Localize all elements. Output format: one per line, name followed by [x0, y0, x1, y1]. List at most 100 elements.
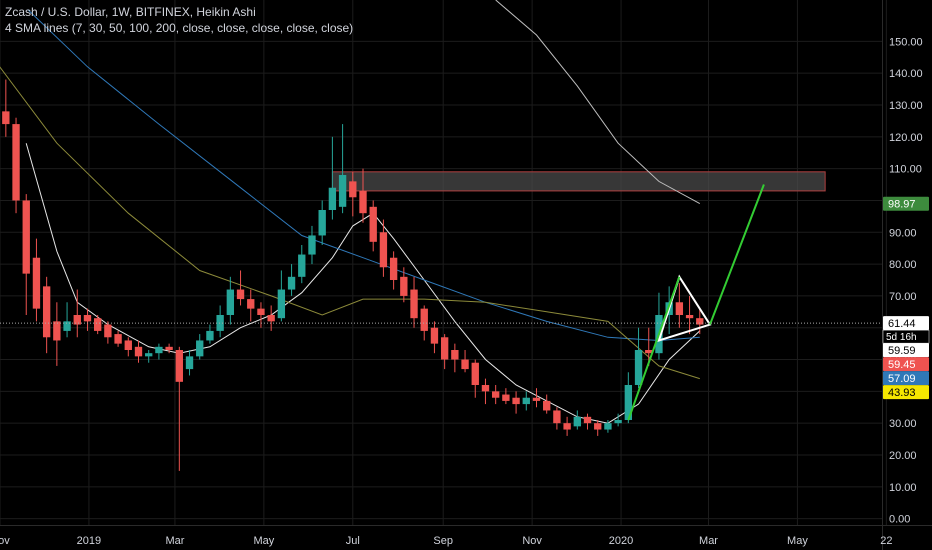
candle-body	[349, 181, 357, 198]
candle-body	[522, 397, 530, 405]
candle-body	[134, 346, 143, 357]
candle-body	[124, 340, 132, 350]
candle	[543, 394, 551, 414]
candle-body	[63, 321, 71, 331]
candle	[114, 330, 122, 347]
candle	[420, 305, 428, 341]
candle-body	[155, 346, 163, 354]
candle	[22, 194, 30, 315]
projection-line	[709, 184, 765, 325]
triangle-pattern	[657, 274, 712, 342]
candle	[328, 136, 337, 220]
price-label: 57.09	[883, 371, 929, 386]
x-tick-label: Nov	[522, 535, 542, 547]
candle-body	[481, 385, 490, 392]
candle	[553, 407, 561, 430]
candle-body	[114, 334, 122, 344]
x-tick-label: Sep	[433, 535, 453, 547]
candle-body	[308, 235, 316, 255]
price-label-text: 59.59	[888, 345, 916, 357]
x-tick-label: 22	[880, 535, 892, 547]
y-tick-label: 80.00	[889, 259, 917, 271]
candle	[12, 117, 20, 214]
candle-body	[624, 385, 633, 420]
candle-body	[165, 346, 173, 350]
candle-body	[32, 257, 41, 309]
candle	[502, 388, 510, 405]
candle-body	[440, 337, 449, 360]
candle	[206, 324, 214, 344]
impulse-line	[627, 276, 681, 421]
sma100-line	[495, 0, 701, 205]
candle	[410, 276, 418, 328]
price-label-box	[883, 343, 929, 358]
candle-body	[553, 410, 561, 424]
candle	[604, 420, 612, 433]
candle-body	[675, 302, 684, 315]
candle	[430, 321, 439, 354]
x-tick-label: Nov	[0, 535, 10, 547]
candle	[440, 334, 449, 370]
candle-body	[42, 286, 51, 338]
candle-body	[430, 327, 439, 344]
candle	[298, 245, 306, 284]
candle-body	[236, 289, 245, 300]
candle	[696, 308, 704, 335]
candle-body	[389, 257, 398, 280]
candle-body	[12, 124, 20, 201]
candle	[583, 413, 592, 430]
candle	[532, 388, 541, 408]
candle	[685, 295, 694, 335]
y-tick-label: 110.00	[889, 164, 922, 176]
candle	[236, 270, 245, 306]
candle-body	[491, 391, 500, 398]
y-tick-label: 140.00	[889, 68, 923, 80]
candle	[338, 124, 347, 214]
candle-body	[594, 423, 602, 430]
candle-body	[185, 356, 194, 370]
candle-body	[634, 350, 643, 385]
candles	[2, 79, 704, 471]
y-tick-label: 30.00	[889, 418, 917, 430]
x-tick-label: Mar	[699, 535, 718, 547]
candle	[379, 219, 388, 277]
x-tick-label: Jul	[346, 535, 360, 547]
candle	[624, 372, 633, 424]
y-tick-label: 70.00	[889, 291, 917, 303]
candle	[634, 327, 643, 389]
candle-body	[379, 232, 388, 268]
y-tick-label: 150.00	[889, 36, 923, 48]
price-label-box	[883, 357, 929, 372]
candle	[563, 416, 571, 436]
candle	[53, 302, 61, 366]
price-label-box	[883, 371, 929, 386]
candle-body	[277, 289, 286, 319]
candle-body	[287, 276, 296, 290]
price-label: 59.59	[883, 343, 929, 358]
candle-body	[461, 359, 469, 370]
price-label: 98.97	[883, 196, 929, 211]
price-label-text: 59.45	[888, 359, 916, 371]
candle-body	[451, 350, 459, 360]
candle	[481, 378, 490, 405]
candle	[512, 391, 520, 414]
candle	[257, 302, 265, 328]
candle-body	[226, 289, 235, 315]
candle-body	[420, 308, 428, 331]
candle	[277, 270, 286, 322]
price-label: 61.44 5d 16h	[882, 316, 930, 344]
candle-body	[614, 420, 622, 424]
candle-body	[196, 340, 204, 357]
y-tick-label: 10.00	[889, 482, 917, 494]
candle-body	[338, 175, 347, 207]
candle-body	[502, 394, 510, 401]
candle	[134, 340, 143, 363]
candle-body	[94, 318, 102, 331]
candle	[645, 327, 653, 366]
candle	[63, 302, 71, 338]
x-tick-label: May	[787, 535, 808, 547]
candle	[491, 385, 500, 405]
candle	[675, 283, 684, 328]
